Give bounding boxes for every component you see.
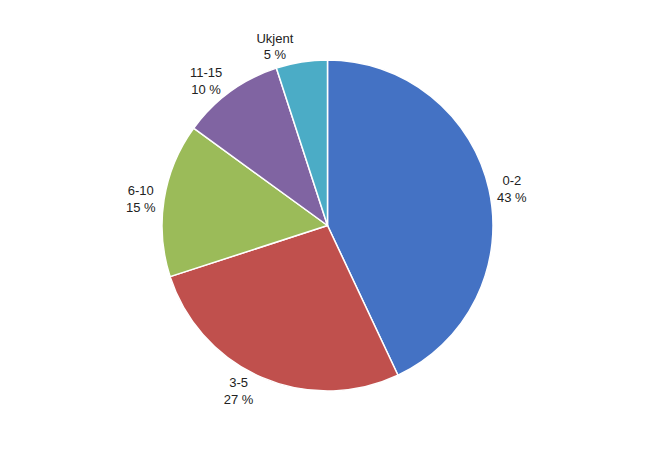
svg-text:11-1510 %: 11-1510 % [190,65,222,97]
svg-text:6-1015 %: 6-1015 % [126,183,156,215]
svg-text:Ukjent5 %: Ukjent5 % [256,31,293,63]
svg-text:0-243 %: 0-243 % [497,173,527,205]
svg-text:3-527 %: 3-527 % [224,375,254,407]
